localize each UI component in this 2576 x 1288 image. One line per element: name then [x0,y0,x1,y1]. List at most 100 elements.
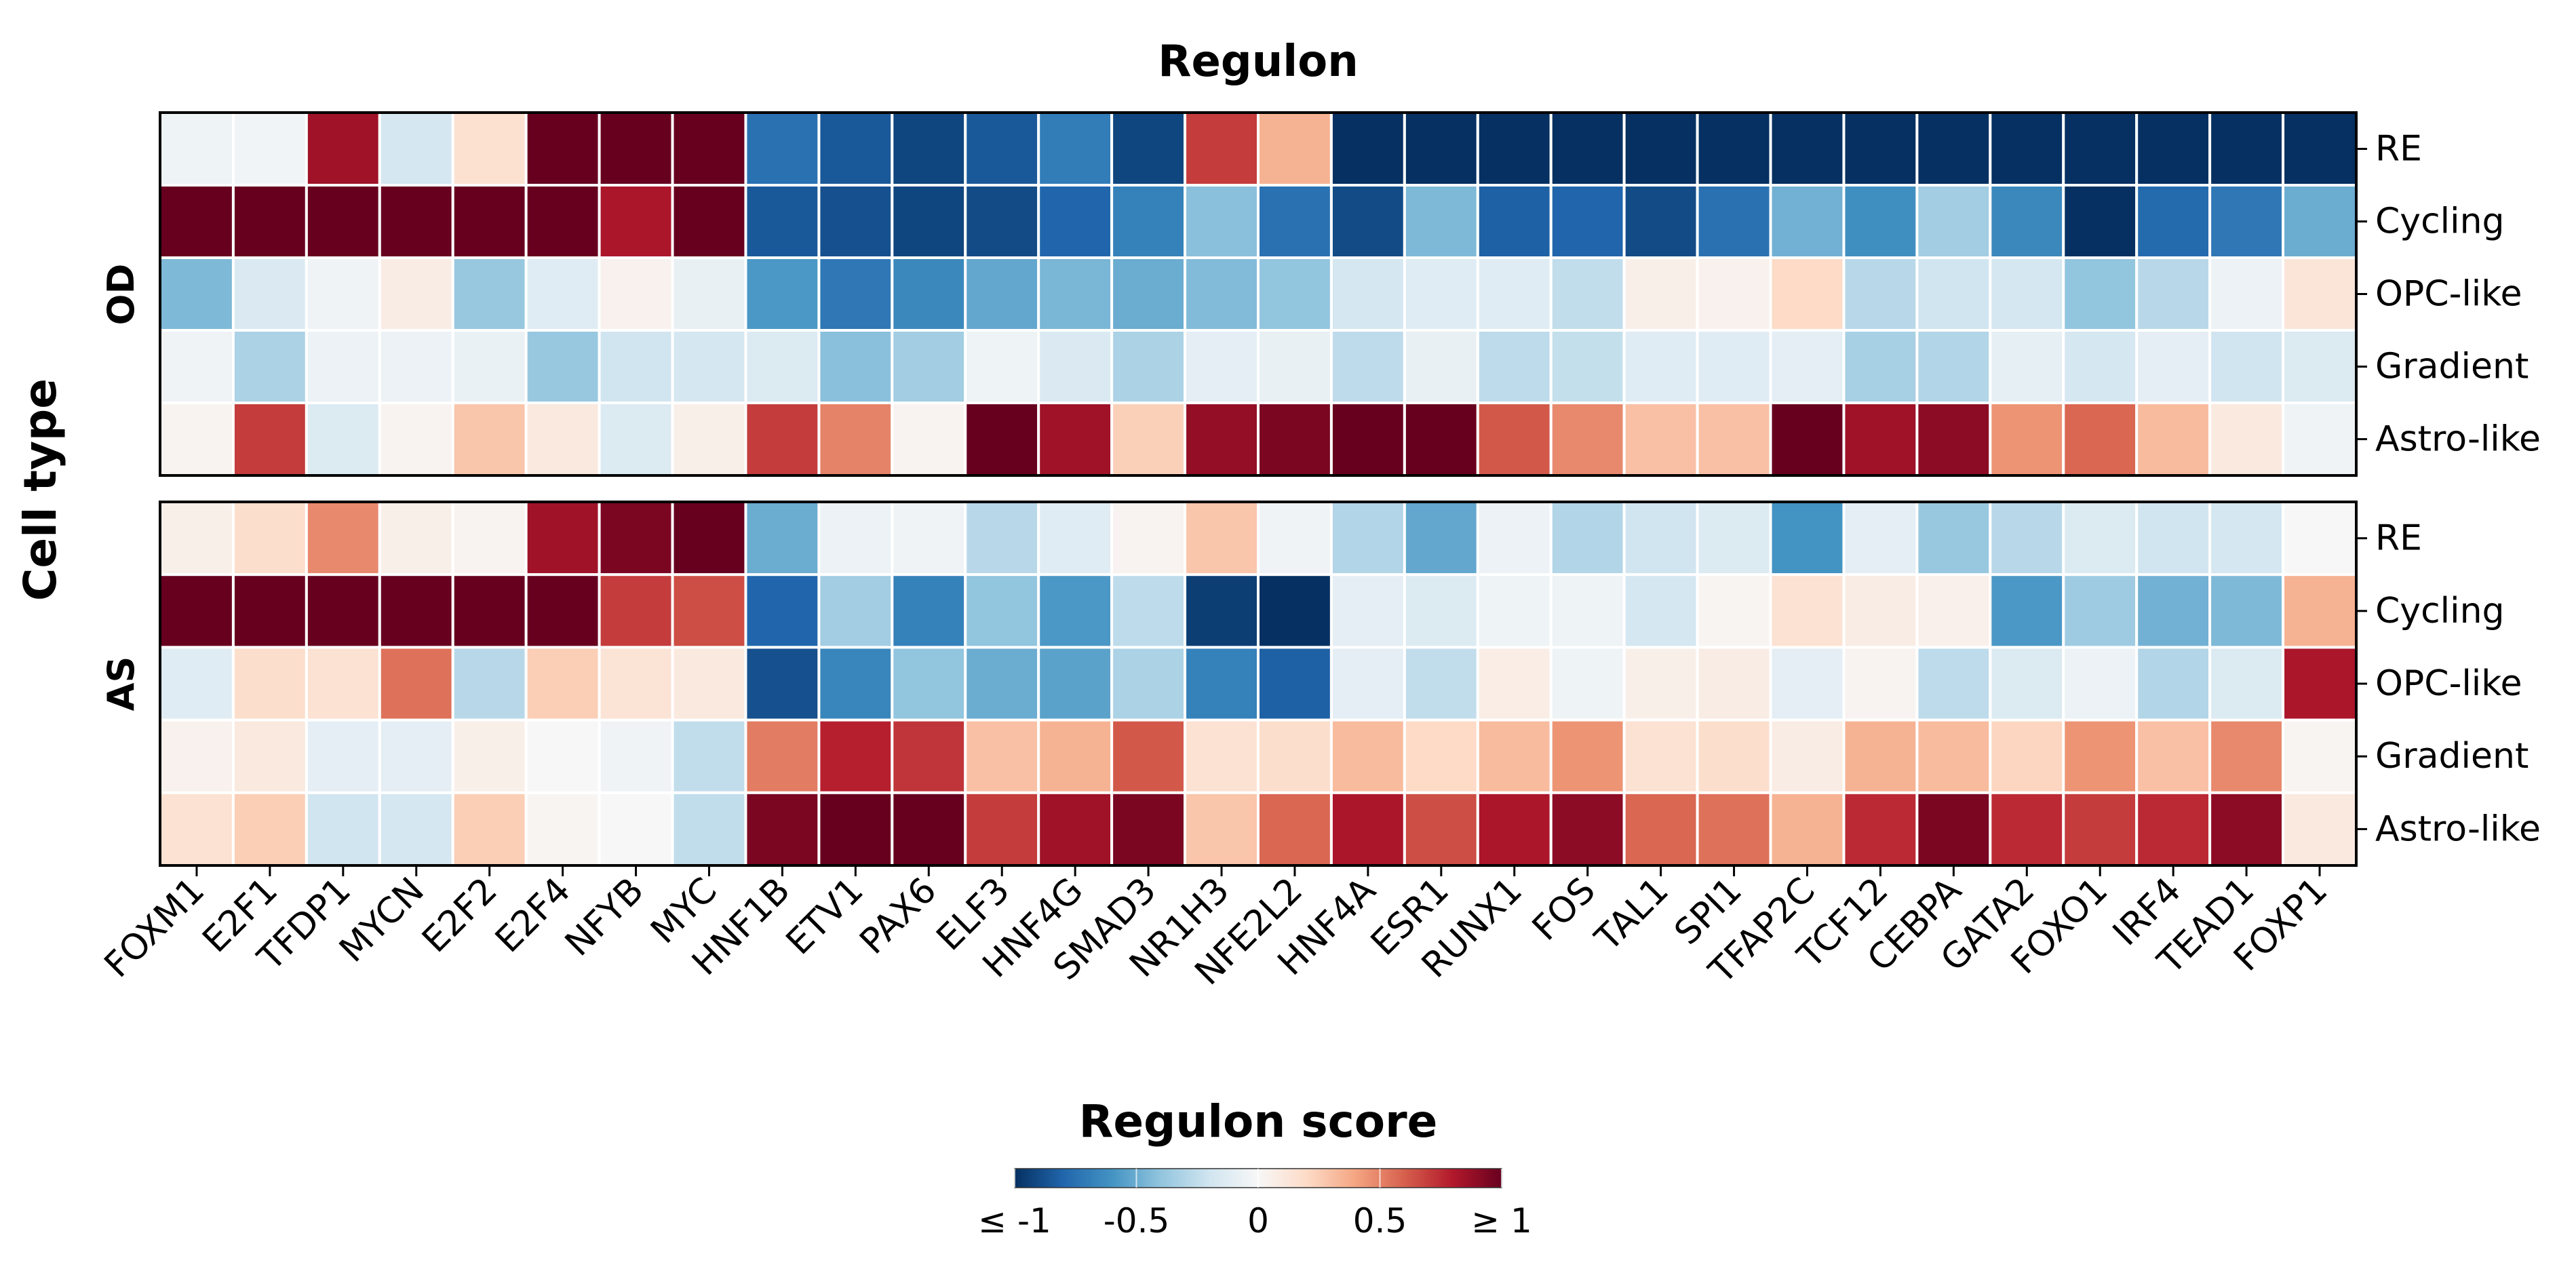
heatmap-cell [2208,402,2285,477]
heatmap-cell [1184,501,1260,577]
heatmap-cell [1184,718,1260,794]
heatmap-cell [1549,184,1626,259]
heatmap-cell [159,646,235,722]
chart-title: Regulon [1158,37,1359,87]
heatmap-cell [2135,646,2212,722]
heatmap-cell [1915,573,1992,649]
heatmap-cell [671,402,747,477]
heatmap-panel-as: AS RE Cycling OPC-like Gradient Astro-like [100,501,2541,867]
heatmap-cell [598,791,674,867]
heatmap-cell [1257,718,1333,794]
heatmap-cell [817,329,894,404]
heatmap-cell [1842,256,1919,332]
heatmap-cell [2135,791,2212,867]
heatmap-cell [1842,111,1919,187]
heatmap-cell [1769,329,1846,404]
heatmap-cell [1989,184,2065,259]
heatmap-cell [744,791,821,867]
heatmap-cell [524,256,601,332]
heatmap-cell [378,718,454,794]
heatmap-cell [964,329,1040,404]
heatmap-cell [231,402,308,477]
heatmap-cell [1403,256,1479,332]
heatmap-cell [1622,329,1699,404]
heatmap-cell [2282,402,2358,477]
heatmap-cell [598,111,674,187]
heatmap-cell [305,329,381,404]
heatmap-cell [744,402,821,477]
colorbar-tick-label: -0.5 [1104,1201,1170,1241]
heatmap-cell [305,501,381,577]
heatmap-cell [1696,718,1772,794]
column-label: ETV1 [779,870,872,963]
heatmap-cell [2208,111,2285,187]
heatmap-cell [598,402,674,477]
heatmap-cell [1842,573,1919,649]
heatmap-cell [891,402,967,477]
heatmap-cell [1696,329,1772,404]
heatmap-cell [1329,184,1406,259]
heatmap-cell [159,256,235,332]
heatmap-cell [1622,791,1699,867]
heatmap-cell [524,501,601,577]
heatmap-cell [1257,646,1333,722]
heatmap-cell [1476,184,1553,259]
heatmap-cell [1110,573,1187,649]
heatmap-cell [524,718,601,794]
heatmap-cell [817,718,894,794]
row-label: Gradient [2375,347,2529,387]
heatmap-cell [231,256,308,332]
heatmap-cell [671,329,747,404]
heatmap-cell [451,402,528,477]
heatmap-cell [1257,256,1333,332]
heatmap-cell [817,111,894,187]
heatmap-cell [1037,501,1114,577]
heatmap-cell [1329,501,1406,577]
heatmap-cell [964,402,1040,477]
heatmap-cell [2208,329,2285,404]
heatmap-panel-od: OD RE Cycling OPC-like Gradient Astro-like [100,111,2541,477]
heatmap-cell [2135,402,2212,477]
row-label: Cycling [2375,591,2505,631]
heatmap-cell [1842,329,1919,404]
heatmap-cell [2208,256,2285,332]
heatmap-cell [1329,718,1406,794]
heatmap-cell [2208,501,2285,577]
heatmap-cell [1329,256,1406,332]
heatmap-cell [891,791,967,867]
heatmap-cell [1842,718,1919,794]
heatmap-cell [1915,184,1992,259]
heatmap-cell [598,646,674,722]
heatmap-cell [1549,256,1626,332]
colorbar-title: Regulon score [1079,1095,1438,1148]
heatmap-cell [451,111,528,187]
heatmap-cell [1989,501,2065,577]
heatmap-cell [1037,791,1114,867]
heatmap-cell [671,791,747,867]
heatmap-cell [1915,718,1992,794]
heatmap-cell [1110,111,1187,187]
x-axis-tick-labels: FOXM1E2F1TFDP1MYCNE2F2E2F4NFYBMYCHNF1BET… [97,865,2335,993]
heatmap-cell [231,718,308,794]
heatmap-cell [231,573,308,649]
heatmap-cell [1037,646,1114,722]
heatmap-cell [891,184,967,259]
heatmap-cell [1696,501,1772,577]
heatmap-cell [1696,573,1772,649]
heatmap-cell [2062,791,2139,867]
heatmap-cell [1549,646,1626,722]
heatmap-cell [964,573,1040,649]
heatmap-cell [964,256,1040,332]
heatmap-cell [2135,501,2212,577]
heatmap-cell [1403,718,1479,794]
heatmap-cell [1257,111,1333,187]
heatmap-cell [2282,329,2358,404]
heatmap-cell [1915,329,1992,404]
heatmap-cell [159,184,235,259]
heatmap-cell [1110,402,1187,477]
heatmap-cell [1184,573,1260,649]
heatmap-cell [2208,791,2285,867]
heatmap-cell [2208,718,2285,794]
heatmap-cell [817,256,894,332]
heatmap-cell [2282,111,2358,187]
